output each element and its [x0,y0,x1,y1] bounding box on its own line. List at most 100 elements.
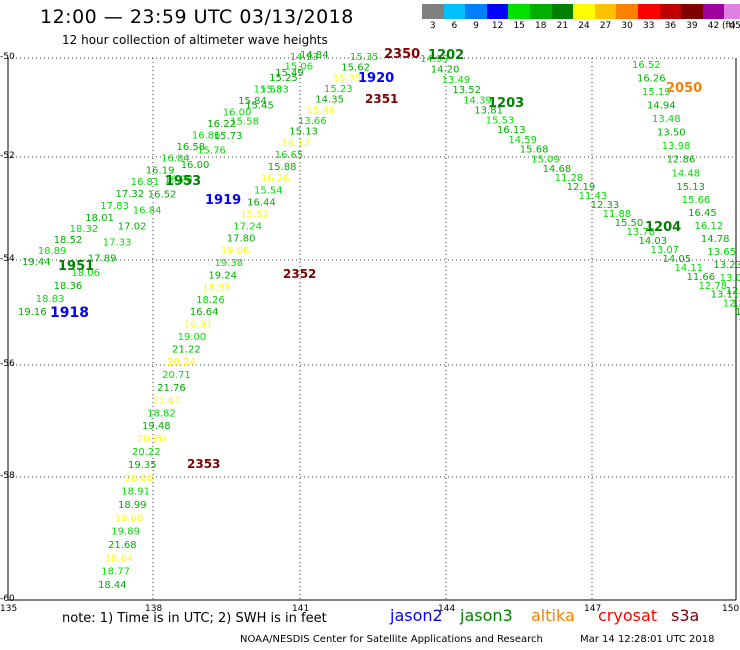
swh-value: 15.19 [642,87,671,98]
scale-label-6: 6 [451,21,458,31]
swh-value: 21.68 [108,540,137,551]
scale-swatch-33 [637,4,660,19]
lat-tick--56: -56 [0,359,15,369]
swh-value: 13.07 [651,245,680,256]
swh-value: 19.35 [128,460,157,471]
swh-value: 14.35 [315,95,344,106]
pass-time-1202: 1202 [428,48,464,63]
lat-tick--58: -58 [0,471,15,481]
swh-value: 17.33 [103,238,132,249]
swh-value: 17.80 [227,233,256,244]
scale-swatch-45 [724,4,740,19]
swh-value: 15.83 [260,84,289,95]
swh-value: 19.44 [22,257,51,268]
legend-jason3: jason3 [460,606,513,625]
swh-value: 14.84 [300,50,329,61]
swh-value: 13.11 [711,290,740,301]
swh-value: 16.12 [282,138,311,149]
swh-value: 15.49 [275,68,304,79]
lon-tick-141: 141 [292,604,310,614]
scale-label-18: 18 [535,21,547,31]
scale-label-12: 12 [491,21,504,31]
swh-value: 14.05 [663,254,692,265]
swh-value: 15.25 [269,73,298,84]
swh-value: 13.02 [720,273,740,284]
swh-value: 14.39 [463,96,492,107]
swh-value: 16.52 [148,189,177,200]
swh-value: 11.43 [579,191,608,202]
swh-value: 12.33 [591,200,620,211]
swh-value: 16.26 [637,74,666,85]
swh-value: 17.32 [116,189,145,200]
scale-swatch-21 [551,4,574,19]
swh-value: 11.96 [738,312,740,323]
swh-value: 18.44 [98,580,127,591]
swh-value: 15.52 [240,209,269,220]
swh-value: 20.24 [167,357,196,368]
scale-swatch-36 [659,4,682,19]
swh-value: 16.12 [695,221,724,232]
pass-time-1951: 1951 [58,259,94,274]
swh-value: 18.32 [70,224,99,235]
scale-label-3: 3 [429,21,436,31]
swh-value: 19.24 [208,270,237,281]
swh-value: 16.58 [177,142,206,153]
credit-timestamp: Mar 14 12:28:01 UTC 2018 [580,634,715,645]
swh-value: 15.45 [245,101,274,112]
swh-value: 16.44 [247,198,276,209]
swh-value: 14.11 [675,263,704,274]
swh-value: 12.86 [667,155,696,166]
swh-value: 15.84 [238,96,267,107]
swh-value: 18.99 [118,500,147,511]
swh-value: 12.58 [735,307,740,318]
pass-time-2353: 2353 [187,457,220,471]
swh-value: 16.86 [192,131,221,142]
swh-value: 15.66 [682,195,711,206]
swh-value: 20.22 [132,447,161,458]
lat-tick--50: -50 [0,52,15,62]
swh-value: 20.80 [125,473,154,484]
swh-value: 17.83 [100,201,129,212]
swh-value: 19.60 [115,513,144,524]
swh-value: 16.00 [181,160,210,171]
swh-value: 12.81 [723,298,740,309]
swh-value: 15.23 [324,84,353,95]
wave-height-tracks: 19.16 18.83 18.36 18.06 17.89 17.33 17.02 16.84… [18,47,740,591]
scale-label-15: 15 [513,21,525,31]
chart-subtitle: 12 hour collection of altimeter wave hei… [62,33,328,47]
legend-jason2: jason2 [390,606,443,625]
scale-label-21: 21 [556,21,569,31]
pass-time-1953: 1953 [165,174,201,189]
swh-value: 13.49 [442,75,471,86]
scale-swatch-6 [443,4,466,19]
swh-value: 13.50 [657,128,686,139]
swh-value: 16.65 [275,150,304,161]
swh-value: 12.78 [699,281,728,292]
swh-value: 16.19 [146,165,175,176]
pass-time-1203: 1203 [488,96,524,111]
swh-value: 14.03 [639,236,668,247]
swh-value: 16.28 [164,175,193,186]
swh-value: 18.89 [38,246,67,257]
swh-value: 13.07 [732,299,740,310]
lon-tick-144: 144 [438,604,456,614]
swh-value: 18.01 [85,213,114,224]
swh-value: 11.28 [555,173,584,184]
swh-value: 13.66 [298,116,327,127]
swh-value: 15.76 [197,146,226,157]
swh-value: 16.13 [497,125,526,136]
swh-value: 17.02 [118,222,147,233]
swh-value: 14.78 [701,234,730,245]
pass-time-1204: 1204 [645,220,681,235]
swh-value: 14.99 [420,54,449,65]
swh-value: 13.98 [662,141,691,152]
swh-value: 21.22 [172,344,201,355]
swh-value: 15.54 [254,186,283,197]
pass-time-2050: 2050 [666,81,702,96]
swh-value: 15.73 [214,131,243,142]
swh-value: 19.16 [18,307,47,318]
scale-label-42: 42 [707,21,720,31]
swh-value: 19.48 [142,421,171,432]
swh-value: 15.68 [520,145,549,156]
